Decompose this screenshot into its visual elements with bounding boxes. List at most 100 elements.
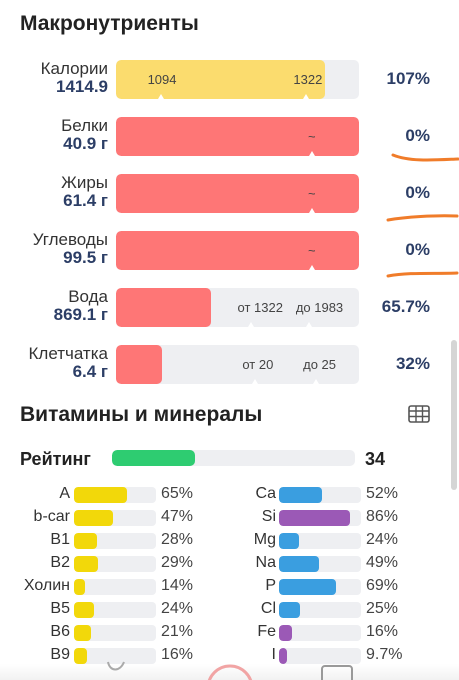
macro-percent: 65.7% [381, 297, 430, 316]
macro-row[interactable]: Калории 1414.9 1094 1322 107% [0, 57, 459, 103]
micronutrient-percent: 69% [366, 577, 399, 594]
macro-row[interactable]: Клетчатка 6.4 г от 20 до 25 32% [0, 342, 459, 388]
micronutrient-row[interactable]: Холин 14% [0, 577, 459, 598]
macro-norm-mark: ~ [307, 243, 316, 258]
micronutrient-bar-fill [279, 579, 336, 595]
micronutrient-bar-fill [74, 510, 113, 526]
micronutrient-bar [279, 556, 361, 572]
macro-row[interactable]: Вода 869.1 г от 1322 до 1983 65.7% [0, 285, 459, 331]
micronutrient-row[interactable]: Na 49% [0, 554, 459, 575]
micronutrient-row[interactable]: Mg 24% [0, 531, 459, 552]
macro-tick [313, 379, 320, 384]
macro-row[interactable]: Углеводы 99.5 г ~0% [0, 228, 459, 274]
micronutrient-row[interactable]: P 69% [0, 577, 459, 598]
vitamins-title: Витамины и минералы [20, 403, 263, 426]
macro-norm-mark: до 25 [303, 357, 336, 372]
macro-norm-mark: 1094 [147, 72, 177, 87]
macro-tick [157, 94, 164, 99]
micronutrient-percent: 24% [161, 600, 194, 617]
micronutrient-bar-fill [74, 556, 98, 572]
macro-value: 40.9 г [63, 134, 108, 153]
micronutrient-row[interactable]: B5 24% [0, 600, 459, 621]
micronutrient-bar [279, 648, 361, 664]
micronutrient-row[interactable]: I 9.7% [0, 646, 459, 667]
micronutrient-percent: 21% [161, 623, 194, 640]
macro-percent: 107% [386, 69, 430, 88]
micronutrient-row[interactable]: B1 28% [0, 531, 459, 552]
macro-bar-fill [116, 117, 359, 156]
macro-percent: 0% [405, 240, 430, 259]
macro-name: Клетчатка [28, 344, 109, 363]
macro-name: Калории [40, 59, 108, 78]
micronutrient-percent: 49% [366, 554, 399, 571]
micronutrient-percent: 52% [366, 485, 399, 502]
micronutrient-percent: 28% [161, 531, 194, 548]
micronutrient-row[interactable]: B9 16% [0, 646, 459, 667]
micronutrient-bar [74, 648, 156, 664]
macro-bar: от 1322 до 1983 [116, 288, 359, 327]
micronutrient-percent: 24% [366, 531, 399, 548]
micronutrient-row[interactable]: B6 21% [0, 623, 459, 644]
macro-value: 61.4 г [63, 191, 108, 210]
macro-bar-fill [116, 174, 359, 213]
rating-bar-fill [112, 450, 195, 466]
macro-name: Жиры [61, 173, 108, 192]
micronutrient-name: Fe [257, 623, 276, 640]
micronutrient-name: Cl [260, 600, 276, 617]
micronutrient-bar [279, 579, 361, 595]
macro-tick [308, 151, 315, 156]
micronutrient-bar-fill [279, 602, 300, 618]
micronutrient-bar [74, 487, 156, 503]
scrollbar[interactable] [451, 340, 457, 490]
micronutrient-percent: 9.7% [366, 646, 403, 663]
micronutrient-percent: 65% [161, 485, 194, 502]
rating-label: Рейтинг [20, 449, 91, 469]
macro-tick [308, 265, 315, 270]
micronutrient-row[interactable]: B2 29% [0, 554, 459, 575]
macro-value: 1414.9 [56, 77, 108, 96]
grid-table-icon[interactable] [408, 405, 430, 423]
macro-bar: ~ [116, 174, 359, 213]
micronutrient-bar-fill [74, 487, 128, 503]
micronutrient-name: b-car [33, 508, 70, 525]
micronutrient-bar [279, 625, 361, 641]
macro-value: 99.5 г [63, 248, 108, 267]
micronutrient-percent: 29% [161, 554, 194, 571]
macro-name: Углеводы [32, 230, 108, 249]
micronutrient-row[interactable]: Ca 52% [0, 485, 459, 506]
micronutrient-bar-fill [279, 648, 287, 664]
micronutrient-name: Ca [255, 485, 276, 502]
micronutrient-bar [74, 602, 156, 618]
macro-norm-mark: 1322 [293, 72, 323, 87]
micronutrient-bar-fill [74, 533, 97, 549]
macro-norm-mark: до 1983 [295, 300, 344, 315]
macro-row[interactable]: Белки 40.9 г ~0% [0, 114, 459, 160]
macro-bar: 1094 1322 [116, 60, 359, 99]
micronutrient-name: Na [255, 554, 276, 571]
micronutrient-bar-fill [279, 625, 293, 641]
macro-row[interactable]: Жиры 61.4 г ~0% [0, 171, 459, 217]
micronutrient-bar-fill [74, 625, 92, 641]
micronutrient-percent: 47% [161, 508, 194, 525]
micronutrient-percent: 14% [161, 577, 194, 594]
micronutrient-row[interactable]: Si 86% [0, 508, 459, 529]
macro-tick [252, 379, 259, 384]
macro-tick [303, 94, 310, 99]
micronutrient-row[interactable]: Cl 25% [0, 600, 459, 621]
micronutrient-row[interactable]: Fe 16% [0, 623, 459, 644]
micronutrient-bar-fill [74, 579, 86, 595]
macro-bar: ~ [116, 231, 359, 270]
micronutrient-bar [74, 579, 156, 595]
micronutrient-percent: 16% [366, 623, 399, 640]
macro-bar-fill [116, 345, 163, 384]
micronutrient-row[interactable]: b-car 47% [0, 508, 459, 529]
nav-ghost-icons [107, 661, 353, 680]
macro-bar-fill [116, 231, 359, 270]
macro-name: Белки [61, 116, 108, 135]
micronutrient-bar [74, 510, 156, 526]
micronutrient-row[interactable]: A 65% [0, 485, 459, 506]
micronutrient-bar [279, 533, 361, 549]
macro-bar: ~ [116, 117, 359, 156]
macro-norm-mark: от 1322 [237, 300, 283, 315]
micronutrient-name: B6 [50, 623, 70, 640]
